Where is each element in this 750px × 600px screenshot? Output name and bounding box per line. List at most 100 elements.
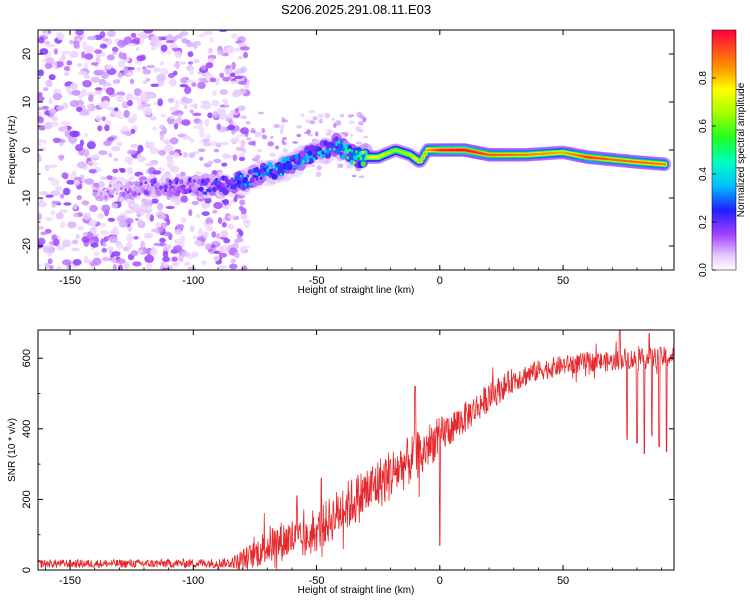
spectrogram-track-cell (295, 165, 298, 169)
spectrogram-noise-blob (121, 101, 129, 109)
spectrogram-track-cell (654, 162, 658, 165)
spectrogram-track-cell (430, 148, 434, 152)
spectrogram-track-cell (610, 158, 613, 161)
spectrogram-noise-blob (175, 99, 180, 108)
spectrogram-noise-blob (116, 258, 126, 264)
spectrogram-noise-blob (48, 74, 56, 81)
spectrogram-noise-blob (132, 113, 138, 121)
spectrogram-track-cell (386, 152, 389, 155)
spectrogram-noise-blob (38, 125, 46, 131)
spectrogram-noise-blob (72, 170, 77, 177)
spectrogram-noise-blob (38, 263, 42, 269)
spectrogram-track-cell (337, 140, 341, 144)
spectrogram-noise-blob (237, 80, 247, 85)
spectrogram-noise-blob (77, 99, 84, 108)
spectrogram-track-cell (370, 155, 374, 159)
spectrogram-track-cell (517, 153, 520, 157)
spectrogram-track-cell (475, 151, 478, 154)
spectrogram-track-cell (444, 148, 447, 152)
spectrogram-noise-blob (168, 78, 177, 87)
spectrogram-noise-blob (143, 30, 154, 34)
y-tick-label: 600 (21, 349, 33, 367)
spectrogram-noise-blob (171, 111, 180, 116)
spectrogram-noise-blob (171, 47, 182, 52)
spectrogram-track-cell (170, 188, 174, 192)
spectrogram-noise-blob (282, 136, 287, 141)
spectrogram-noise-blob (46, 57, 55, 64)
spectrogram-noise-blob (163, 262, 168, 269)
spectrogram-noise-blob (218, 265, 227, 269)
spectrogram-noise-blob (133, 236, 139, 240)
spectrogram-noise-blob (246, 137, 252, 141)
spectrogram-track-cell (648, 161, 651, 165)
spectrogram-track-cell (135, 180, 139, 184)
spectrogram-noise-blob (123, 65, 129, 74)
spectrogram-noise-blob (159, 133, 165, 141)
snr-plot-area (38, 330, 674, 570)
spectrogram-noise-blob (55, 212, 64, 220)
spectrogram-track-cell (122, 184, 125, 189)
spectrogram-track-cell (519, 153, 522, 157)
spectrogram-track-cell (577, 154, 580, 157)
spectrogram-track-cell (301, 160, 305, 164)
spectrogram-noise-blob (88, 169, 97, 174)
spectrogram-noise-blob (111, 145, 121, 152)
spectrogram-track-cell (285, 156, 291, 162)
spectrogram-track-cell (97, 196, 101, 200)
y-tick-label: 400 (21, 420, 33, 438)
spectrogram-noise-blob (238, 205, 244, 211)
spectrogram-noise-blob (76, 106, 83, 112)
spectrogram-track-cell (612, 158, 616, 161)
spectrogram-noise-blob (317, 113, 324, 118)
spectrogram-noise-blob (182, 135, 191, 141)
chart-title: S206.2025.291.08.11.E03 (281, 2, 431, 17)
spectrogram-noise-blob (238, 156, 246, 162)
colorbar-tick-label: 0.8 (698, 71, 709, 85)
spectrogram-noise-blob (137, 249, 144, 254)
snr-frame (37, 329, 675, 571)
spectrogram-track-cell (338, 139, 344, 145)
spectrogram-noise-blob (63, 72, 70, 76)
spectrogram-noise-blob (137, 144, 144, 153)
spectrogram-noise-blob (166, 218, 171, 226)
spectrogram-noise-blob (117, 60, 126, 68)
spectrogram-track-cell (226, 184, 230, 188)
spectrogram-noise-blob (218, 171, 224, 177)
spectrogram-track-cell (568, 152, 571, 155)
spectrogram-track-cell (253, 174, 256, 178)
spectrogram-track-cell (195, 191, 199, 195)
spectrogram-track-cell (128, 189, 132, 193)
colorbar-ticks: 0.0 0.2 0.4 0.6 0.8 (698, 71, 716, 277)
spectrogram-noise-blob (221, 162, 228, 167)
spectrogram-noise-blob (162, 267, 169, 270)
spectrogram-track-cell (304, 149, 307, 153)
spectrogram-track-cell (348, 148, 352, 152)
spectrogram-noise-blob (229, 263, 238, 270)
spectrogram-noise-blob (218, 30, 228, 33)
spectrogram-noise-blob (163, 139, 172, 145)
spectrogram-noise-blob (150, 228, 160, 233)
spectrogram-track-cell (395, 149, 398, 152)
spectrogram-track-cell (272, 169, 277, 175)
spectrogram-track-cell (461, 148, 465, 152)
spectrogram-noise-blob (51, 178, 60, 187)
spectrogram-noise-blob (244, 84, 250, 89)
spectrogram-noise-blob (198, 228, 203, 236)
spectrogram-noise-blob (133, 37, 141, 42)
spectrogram-noise-blob (223, 238, 231, 244)
spectrogram-track-cell (350, 149, 354, 153)
spectrogram-noise-blob (219, 246, 224, 253)
spectrogram-noise-blob (173, 123, 179, 130)
spectrogram-track-cell (279, 173, 283, 177)
spectrogram-noise-blob (38, 143, 42, 147)
spectrogram-noise-blob (137, 32, 148, 37)
spectrogram-noise-blob (145, 162, 155, 167)
spectrogram-noise-blob (63, 125, 68, 132)
spectrogram-noise-blob (60, 120, 71, 126)
spectrogram-noise-blob (227, 215, 236, 219)
spectrogram-track-cell (541, 152, 545, 155)
spectrogram-track-cell (373, 155, 376, 159)
spectrogram-track-cell (230, 177, 234, 181)
spectrogram-track-cell (361, 150, 365, 154)
